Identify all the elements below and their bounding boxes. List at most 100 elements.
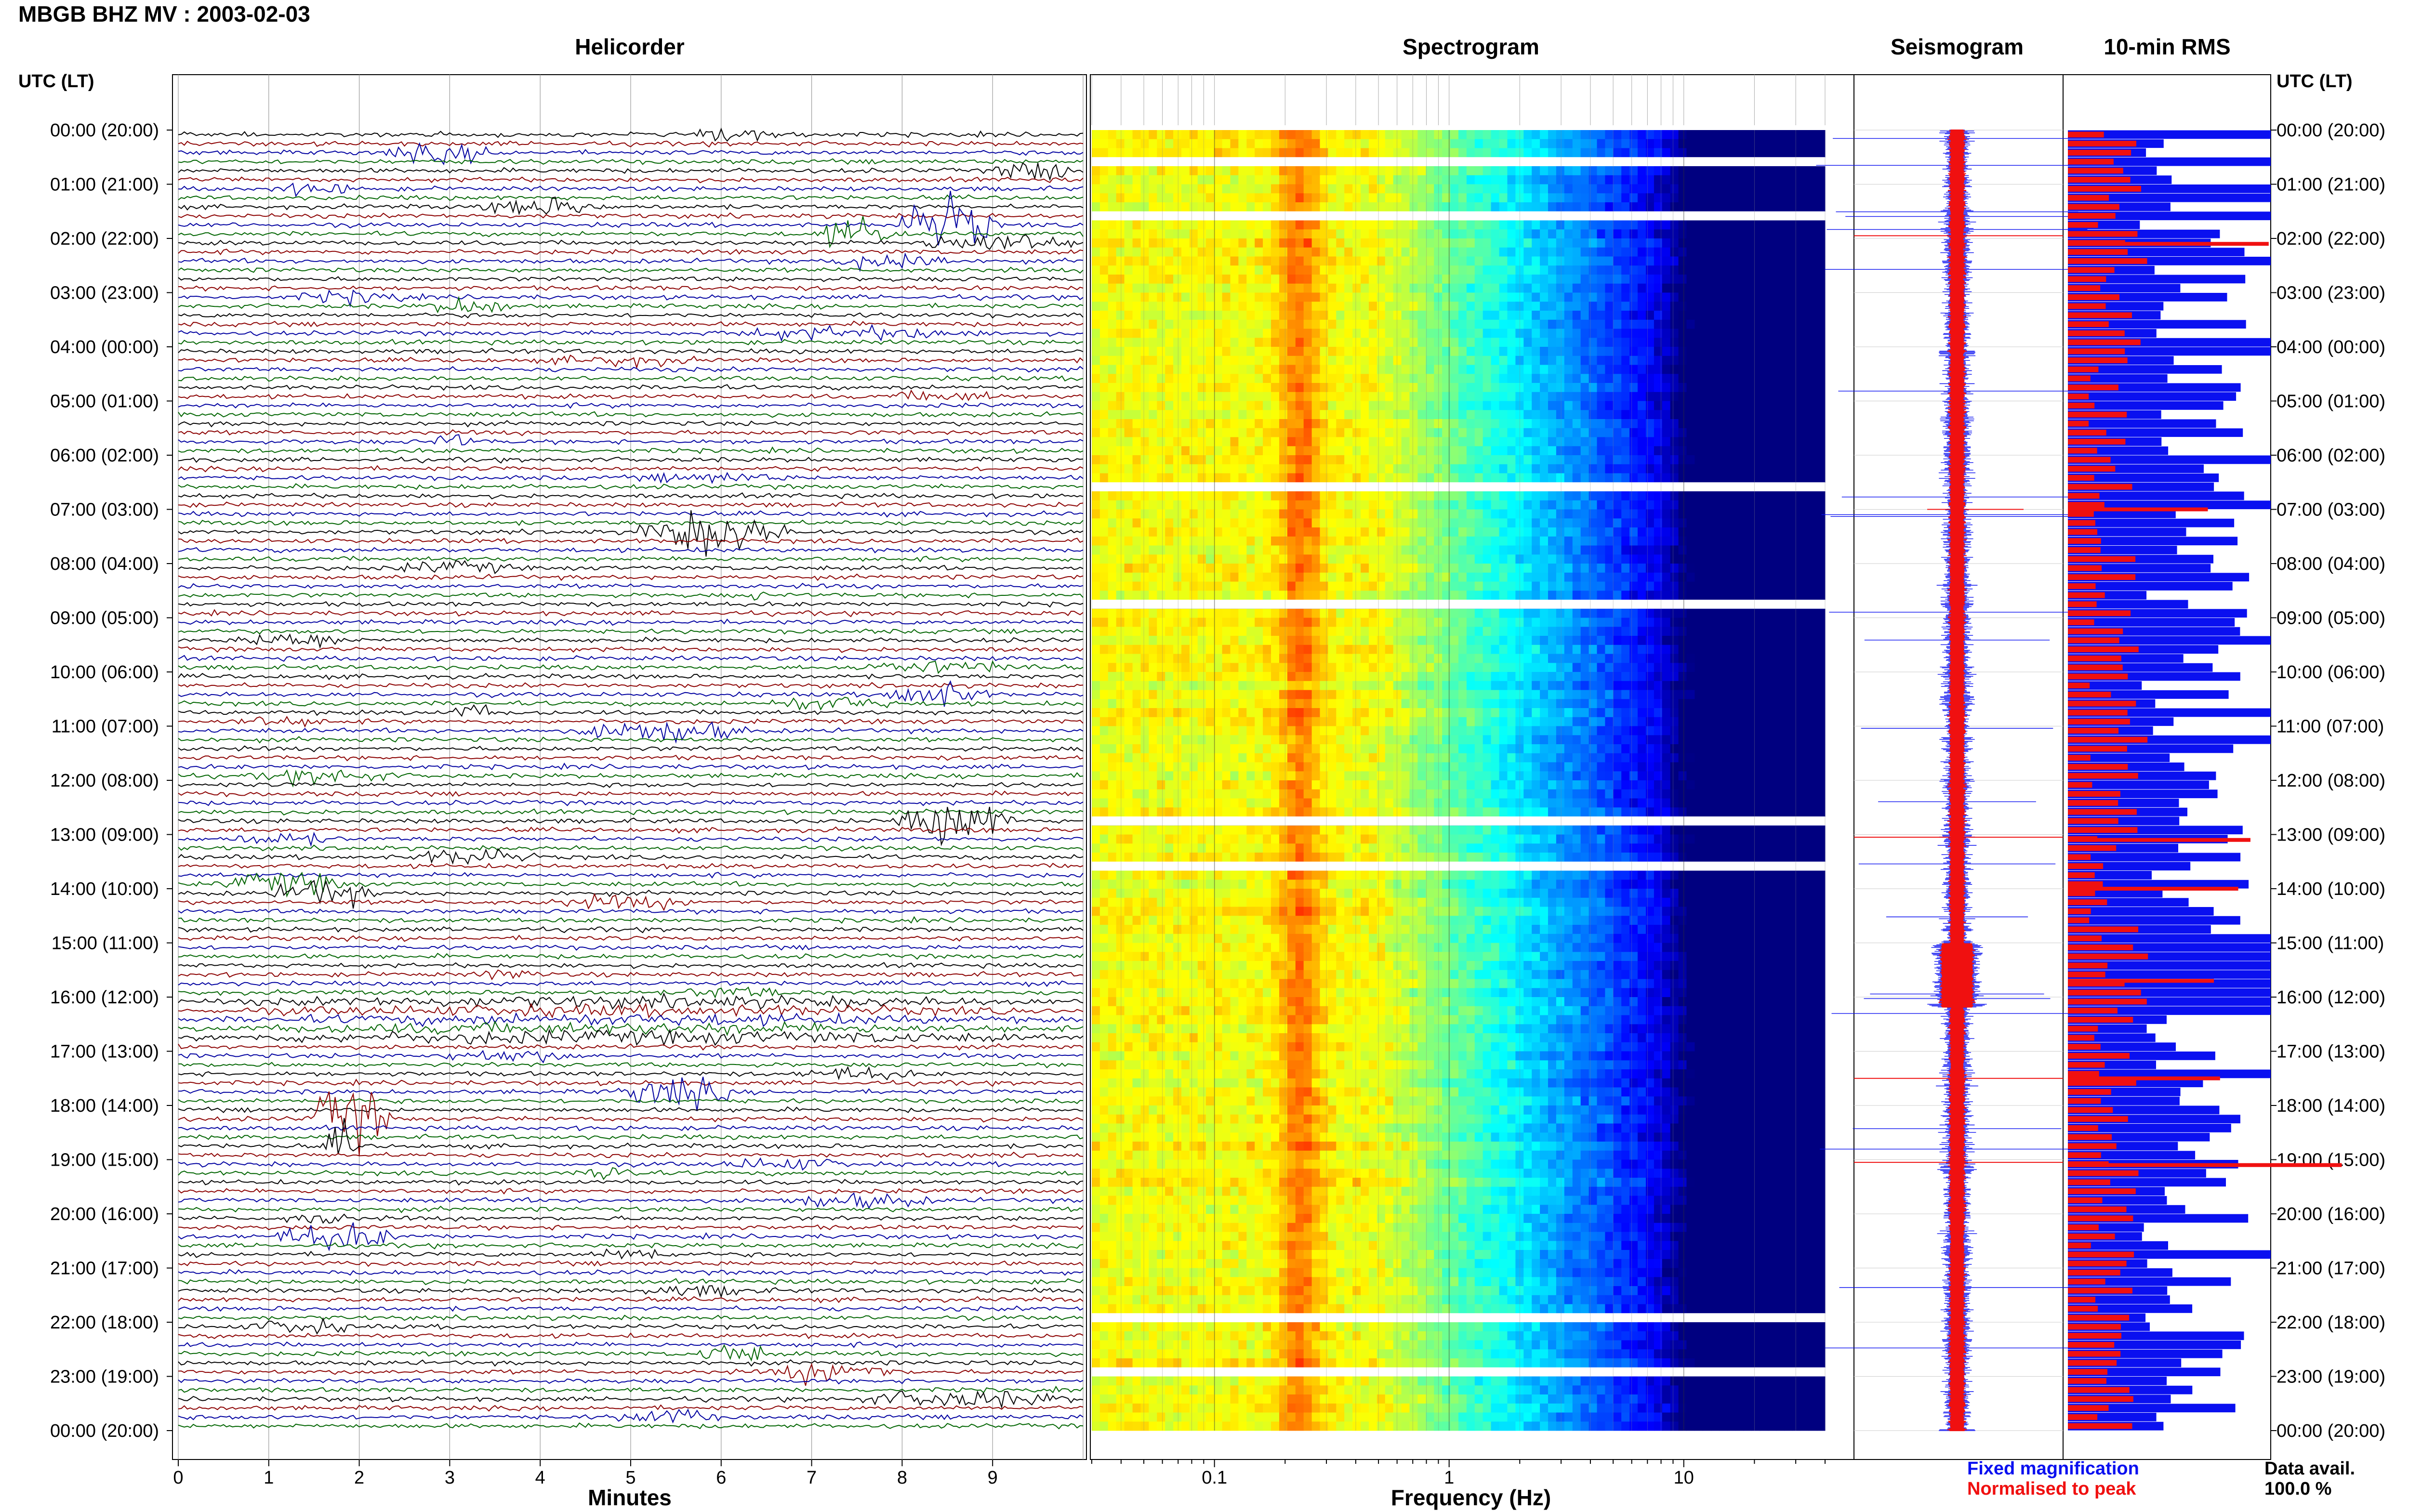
spectrogram-cell [1099,618,1109,627]
spectrogram-cell [1409,401,1418,410]
spectrogram-cell [1263,554,1271,564]
spectrogram-cell [1572,527,1581,537]
spectrogram-cell [1719,428,1728,437]
spectrogram-cell [1458,500,1467,510]
spectrogram-cell [1197,564,1206,573]
spectrogram-cell [1352,347,1361,356]
spectrogram-cell [1140,410,1149,420]
spectrogram-cell [1287,166,1296,176]
spectrogram-cell [1499,518,1508,528]
spectrogram-cell [1694,554,1703,564]
spectrogram-cell [1523,554,1532,564]
spectrogram-cell [1287,581,1296,591]
spectrogram-cell [1540,166,1549,176]
spectrogram-cell [1181,536,1190,546]
spectrogram-cell [1271,265,1280,275]
spectrogram-cell [1205,365,1215,374]
spectrogram-cell [1108,591,1117,600]
spectrogram-cell [1116,401,1125,410]
spectrogram-cell [1580,491,1589,501]
spectrogram-cell [1214,383,1223,393]
spectrogram-cell [1540,591,1549,600]
spectrogram-cell [1523,545,1532,555]
spectrogram-cell [1181,500,1190,510]
spectrogram-cell [1352,618,1361,627]
spectrogram-cell [1572,627,1581,636]
spectrogram-cell [1344,564,1353,573]
spectrogram-cell [1328,455,1337,465]
spectrogram-cell [1230,428,1239,437]
spectrogram-cell [1792,319,1801,329]
spectrogram-cell [1214,446,1223,456]
spectrogram-cell [1263,564,1271,573]
spectrogram-cell [1116,527,1125,537]
spectrogram-cell [1377,319,1386,329]
spectrogram-cell [1458,591,1467,600]
spectrogram-cell [1165,500,1174,510]
spectrogram-cell [1743,618,1752,627]
spectrogram-cell [1450,618,1459,627]
spectrogram-cell [1263,608,1271,618]
spectrogram-cell [1711,338,1720,347]
spectrogram-cell [1768,591,1777,600]
spectrogram-cell [1328,428,1337,437]
spectrogram-cell [1580,383,1589,393]
spectrogram-cell [1662,347,1671,356]
minutes-tick-label: 3 [445,1468,455,1488]
spectrogram-cell [1768,319,1777,329]
spectrogram-cell [1222,446,1231,456]
spectrogram-cell [1588,283,1598,293]
spectrogram-cell [1401,329,1410,338]
spectrogram-cell [1311,139,1321,148]
spectrogram-cell [1108,509,1117,519]
spectrogram-cell [1654,365,1663,374]
spectrogram-cell [1369,392,1377,401]
spectrogram-cell [1735,365,1744,374]
spectrogram-cell [1132,184,1141,194]
spectrogram-cell [1157,500,1165,510]
spectrogram-cell [1173,500,1182,510]
spectrogram-cell [1393,365,1402,374]
spectrogram-cell [1320,302,1328,311]
spectrogram-cell [1662,509,1671,519]
spectrogram-cell [1230,355,1239,365]
spectrogram-cell [1173,591,1182,600]
spectrogram-cell [1735,247,1744,257]
spectrogram-cell [1328,329,1337,338]
helicorder-trace [178,339,1084,346]
spectrogram-cell [1532,256,1540,266]
spectrogram-cell [1580,392,1589,401]
spectrogram-cell [1556,329,1565,338]
helicorder-trace [178,1385,1084,1394]
hour-label-right: 07:00 (03:00) [2277,500,2385,520]
spectrogram-cell [1295,202,1304,212]
spectrogram-cell [1678,265,1687,275]
spectrogram-cell [1572,564,1581,573]
spectrogram-cell [1165,383,1174,393]
spectrogram-cell [1466,527,1475,537]
spectrogram-cell [1108,383,1117,393]
spectrogram-cell [1760,401,1769,410]
spectrogram-cell [1303,455,1312,465]
spectrogram-cell [1629,392,1638,401]
spectrogram-cell [1197,591,1206,600]
spectrogram-cell [1205,319,1215,329]
spectrogram-cell [1605,464,1614,473]
spectrogram-cell [1760,392,1769,401]
spectrogram-cell [1140,554,1149,564]
spectrogram-cell [1646,275,1655,284]
spectrogram-cell [1727,338,1736,347]
spectrogram-cell [1654,518,1663,528]
spectrogram-cell [1735,302,1744,311]
spectrogram-cell [1597,455,1605,465]
spectrogram-cell [1099,247,1109,257]
spectrogram-cell [1727,347,1736,356]
spectrogram-cell [1474,175,1483,184]
spectrogram-cell [1507,410,1516,420]
spectrogram-cell [1482,365,1492,374]
spectrogram-cell [1157,455,1165,465]
spectrogram-cell [1638,392,1646,401]
spectrogram-cell [1279,545,1288,555]
spectrogram-cell [1556,238,1565,248]
spectrogram-cell [1800,238,1809,248]
